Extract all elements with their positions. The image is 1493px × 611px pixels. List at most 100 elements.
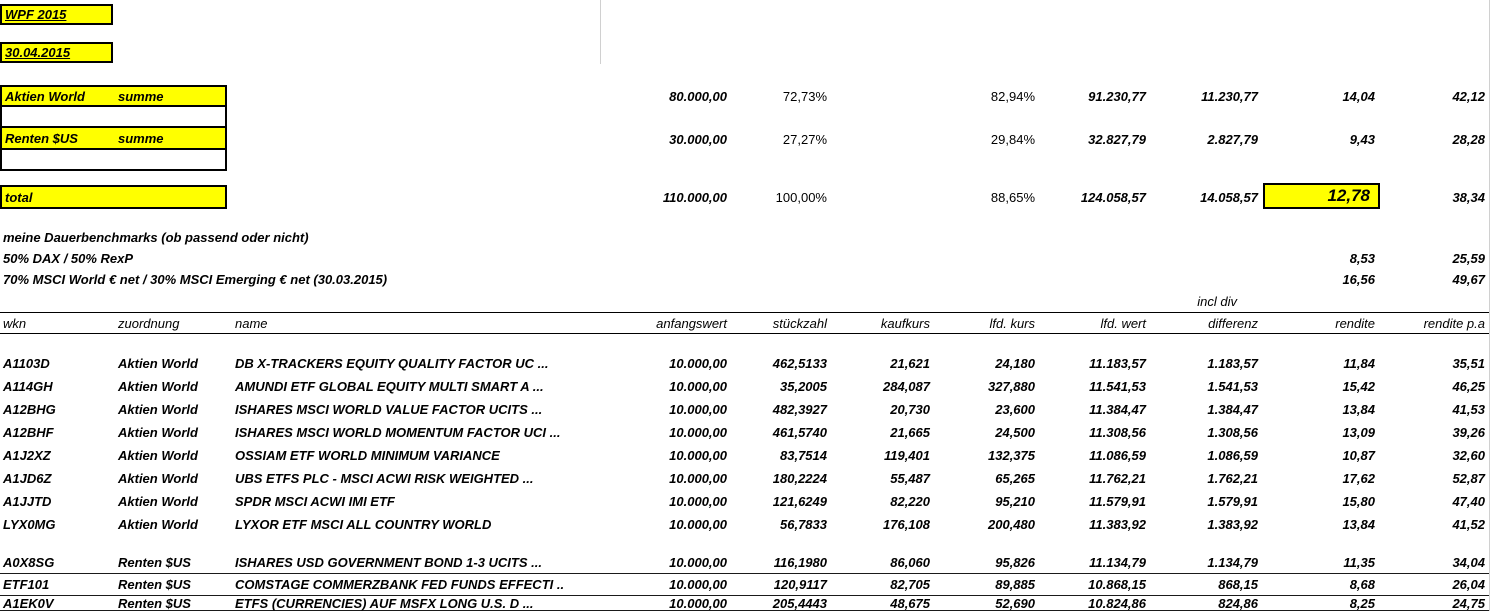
cell-stueckzahl[interactable]: 461,5740 <box>772 425 827 440</box>
cell-anfangswert[interactable]: 110.000,00 <box>662 189 727 205</box>
cell-lfd-kurs[interactable]: 200,480 <box>988 517 1035 532</box>
cell-wkn[interactable]: A1J2XZ <box>3 448 51 463</box>
cell-differenz[interactable]: 1.383,92 <box>1207 517 1258 532</box>
cell-rendite[interactable]: 8,25 <box>1349 595 1375 611</box>
cell-wkn[interactable]: A1103D <box>3 356 50 371</box>
cell-stueckzahl[interactable]: 180,2224 <box>772 471 827 486</box>
cell-wkn[interactable]: LYX0MG <box>3 517 56 532</box>
table-row[interactable]: A12BHF Aktien World ISHARES MSCI WORLD M… <box>0 421 1490 444</box>
cell-stueckzahl[interactable]: 482,3927 <box>772 402 827 417</box>
cell-stueckzahl[interactable]: 121,6249 <box>772 494 827 509</box>
title-cell[interactable]: WPF 2015 <box>0 4 113 25</box>
cell-anfangswert[interactable]: 10.000,00 <box>669 471 727 486</box>
col-header-zuordnung[interactable]: zuordnung <box>118 315 180 331</box>
cell-kaufkurs[interactable]: 55,487 <box>890 471 930 486</box>
incl-div-note[interactable]: incl div <box>1197 293 1237 309</box>
cell-anfangswert[interactable]: 10.000,00 <box>669 402 727 417</box>
cell-anfangswert[interactable]: 10.000,00 <box>669 356 727 371</box>
table-row[interactable]: A1JD6Z Aktien World UBS ETFS PLC - MSCI … <box>0 467 1490 490</box>
cell-stueckzahl[interactable]: 120,9117 <box>773 577 827 592</box>
cell-differenz[interactable]: 868,15 <box>1218 577 1258 592</box>
cell-rendite[interactable]: 11,35 <box>1343 555 1375 570</box>
cell-rendite[interactable]: 9,43 <box>1349 131 1375 147</box>
table-row[interactable]: A0X8SG Renten $US ISHARES USD GOVERNMENT… <box>0 552 1490 574</box>
cell-differenz[interactable]: 14.058,57 <box>1200 189 1258 205</box>
cell-lfd-wert[interactable]: 11.762,21 <box>1089 471 1146 486</box>
cell-name[interactable]: ISHARES MSCI WORLD VALUE FACTOR UCITS ..… <box>235 402 543 417</box>
cell-lfd-wert[interactable]: 91.230,77 <box>1088 88 1146 104</box>
cell-rendite-pa[interactable]: 46,25 <box>1452 379 1485 394</box>
cell-wkn[interactable]: A1JD6Z <box>3 471 52 486</box>
cell-differenz[interactable]: 1.541,53 <box>1207 379 1258 394</box>
benchmark-rendite[interactable]: 16,56 <box>1342 272 1375 287</box>
empty-bordered-cell[interactable] <box>0 148 227 171</box>
cell-rendite-pa[interactable]: 41,53 <box>1452 402 1485 417</box>
col-header-lfd-kurs[interactable]: lfd. kurs <box>989 315 1035 331</box>
cell-lfd-wert[interactable]: 11.183,57 <box>1089 356 1146 371</box>
cell-wkn[interactable]: A12BHF <box>3 425 54 440</box>
col-header-lfd-wert[interactable]: lfd. wert <box>1100 315 1146 331</box>
cell-lfd-kurs[interactable]: 52,690 <box>995 595 1035 611</box>
cell-lfd-wert[interactable]: 32.827,79 <box>1088 131 1146 147</box>
cell-kaufkurs[interactable]: 82,220 <box>890 494 930 509</box>
cell-rendite-pa[interactable]: 47,40 <box>1452 494 1485 509</box>
col-header-differenz[interactable]: differenz <box>1208 315 1258 331</box>
cell-name[interactable]: COMSTAGE COMMERZBANK FED FUNDS EFFECTI .… <box>235 577 565 592</box>
cell-rendite[interactable]: 13,84 <box>1342 402 1375 417</box>
cell-rendite-pa[interactable]: 26,04 <box>1452 577 1485 592</box>
cell-rendite-pa[interactable]: 39,26 <box>1452 425 1485 440</box>
summary-label-cell-renten[interactable]: Renten $US summe <box>0 126 227 150</box>
col-header-rendite[interactable]: rendite <box>1335 315 1375 331</box>
cell-kaufkurs[interactable]: 284,087 <box>883 379 930 394</box>
cell-lfd-kurs[interactable]: 65,265 <box>995 471 1035 486</box>
col-header-anfangswert[interactable]: anfangswert <box>656 315 727 331</box>
cell-anteil-lfd[interactable]: 29,84% <box>990 131 1035 147</box>
table-row[interactable]: LYX0MG Aktien World LYXOR ETF MSCI ALL C… <box>0 513 1490 536</box>
cell-anfangswert[interactable]: 80.000,00 <box>669 88 727 104</box>
cell-name[interactable]: UBS ETFS PLC - MSCI ACWI RISK WEIGHTED .… <box>235 471 534 486</box>
cell-differenz[interactable]: 1.134,79 <box>1207 555 1258 570</box>
cell-wkn[interactable]: A12BHG <box>3 402 56 417</box>
table-row[interactable]: A12BHG Aktien World ISHARES MSCI WORLD V… <box>0 398 1490 421</box>
cell-zuordnung[interactable]: Aktien World <box>118 471 198 486</box>
cell-stueckzahl[interactable]: 462,5133 <box>772 356 827 371</box>
cell-kaufkurs[interactable]: 20,730 <box>890 402 930 417</box>
cell-anteil-lfd[interactable]: 82,94% <box>990 88 1035 104</box>
summary-label-cell-total[interactable]: total <box>0 185 227 209</box>
cell-lfd-wert[interactable]: 11.541,53 <box>1089 379 1146 394</box>
cell-kaufkurs[interactable]: 119,401 <box>883 448 930 463</box>
cell-lfd-kurs[interactable]: 95,210 <box>995 494 1035 509</box>
cell-anfangswert[interactable]: 10.000,00 <box>669 517 727 532</box>
cell-rendite-pa[interactable]: 34,04 <box>1452 555 1485 570</box>
cell-name[interactable]: ETFS (CURRENCIES) AUF MSFX LONG U.S. D .… <box>235 595 534 611</box>
cell-kaufkurs[interactable]: 21,665 <box>890 425 930 440</box>
cell-rendite-pa[interactable]: 32,60 <box>1452 448 1485 463</box>
cell-anfangswert[interactable]: 10.000,00 <box>669 577 727 592</box>
table-row[interactable]: A1JJTD Aktien World SPDR MSCI ACWI IMI E… <box>0 490 1490 513</box>
cell-lfd-kurs[interactable]: 95,826 <box>995 555 1035 570</box>
cell-wkn[interactable]: A0X8SG <box>3 555 55 570</box>
cell-rendite[interactable]: 8,68 <box>1349 577 1375 592</box>
cell-rendite[interactable]: 13,84 <box>1342 517 1375 532</box>
cell-zuordnung[interactable]: Renten $US <box>118 555 191 570</box>
cell-anfangswert[interactable]: 10.000,00 <box>669 448 727 463</box>
cell-anfangswert[interactable]: 10.000,00 <box>669 425 727 440</box>
cell-name[interactable]: SPDR MSCI ACWI IMI ETF <box>235 494 395 509</box>
cell-kaufkurs[interactable]: 86,060 <box>890 555 930 570</box>
cell-lfd-kurs[interactable]: 23,600 <box>995 402 1035 417</box>
cell-lfd-wert[interactable]: 11.086,59 <box>1089 448 1146 463</box>
cell-zuordnung[interactable]: Aktien World <box>118 402 198 417</box>
cell-lfd-wert[interactable]: 11.384,47 <box>1089 402 1146 417</box>
cell-differenz[interactable]: 1.384,47 <box>1207 402 1258 417</box>
col-header-rendite-pa[interactable]: rendite p.a <box>1423 315 1485 331</box>
cell-kaufkurs[interactable]: 176,108 <box>883 517 930 532</box>
cell-zuordnung[interactable]: Aktien World <box>118 494 198 509</box>
cell-differenz[interactable]: 1.183,57 <box>1207 356 1258 371</box>
cell-rendite-pa[interactable]: 24,75 <box>1452 595 1485 611</box>
table-row[interactable]: A1J2XZ Aktien World OSSIAM ETF WORLD MIN… <box>0 444 1490 467</box>
cell-anfangswert[interactable]: 10.000,00 <box>669 555 727 570</box>
total-rendite-highlight-cell[interactable]: 12,78 <box>1263 183 1380 209</box>
cell-anfangswert[interactable]: 10.000,00 <box>669 379 727 394</box>
cell-differenz[interactable]: 1.086,59 <box>1207 448 1258 463</box>
cell-rendite-pa[interactable]: 41,52 <box>1452 517 1485 532</box>
